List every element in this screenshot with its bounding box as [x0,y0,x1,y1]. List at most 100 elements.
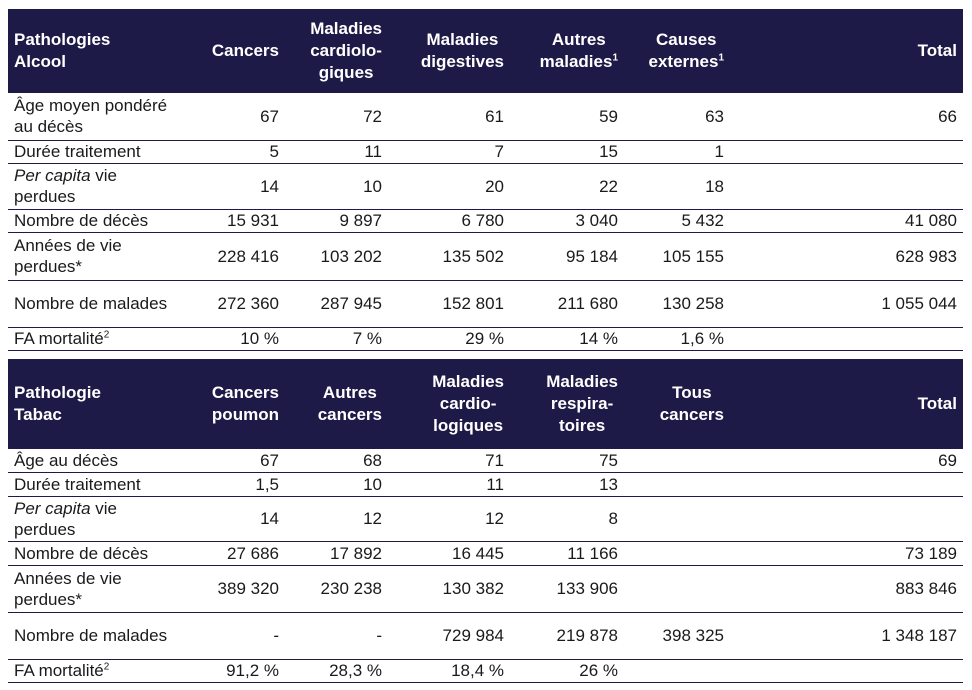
table-cell: 91,2 % [181,659,285,683]
table-cell: 68 [285,449,388,473]
table-cell [730,472,963,497]
table-cell [624,565,730,613]
table-cell: 17 892 [285,541,388,566]
alcool-header-4: Autres maladies1 [510,9,624,93]
table-cell: 272 360 [181,280,285,328]
alcool-header-0: Pathologies Alcool [8,9,181,93]
table-cell: 28,3 % [285,659,388,683]
table-cell: 27 686 [181,541,285,566]
table-cell: 133 906 [510,565,624,613]
alcool-table: Pathologies Alcool Cancers Maladies cardiolo… [8,9,963,351]
table-cell [730,163,963,210]
tabac-header-label: Maladies respira-toires [546,372,618,435]
alcool-header-label: Maladies digestives [420,30,504,71]
alcool-header-label: Pathologies Alcool [14,30,111,71]
table-cell: 15 [510,140,624,164]
row-label-emphasis: Per capita [14,166,91,185]
table-cell: 69 [730,449,963,473]
tabac-header-label: Total [917,394,957,413]
table-row: Nombre de malades - -729 984 219 878 398 325… [8,612,963,660]
table-cell: 729 984 [388,612,510,660]
table-cell: 287 945 [285,280,388,328]
table-row: Nombre de décès 15 931 9 897 6 780 3 040 5 43… [8,209,963,233]
table-cell: 7 [388,140,510,164]
footnote-marker: 1 [612,52,618,64]
table-row: Années de vie perdues* 389 320 230 238 130 … [8,565,963,613]
table-cell: 14 % [510,327,624,351]
tabac-header-label: Autres cancers [317,383,382,424]
table-cell: 3 040 [510,209,624,233]
tabac-table: Pathologie Tabac Cancers poumon Autres cancer… [8,359,963,683]
tabac-header-row: Pathologie Tabac Cancers poumon Autres cancer… [8,359,963,449]
tabac-header-6: Total [730,359,963,449]
row-label: Nombre de décès [8,209,181,233]
table-cell: 41 080 [730,209,963,233]
table-cell: 14 [181,163,285,210]
table-cell: 72 [285,93,388,141]
table-cell: 11 [285,140,388,164]
table-cell: 75 [510,449,624,473]
table-cell: 1 055 044 [730,280,963,328]
table-cell: 10 [285,472,388,497]
table-cell [624,449,730,473]
alcool-header-label: Cancers [211,41,279,60]
row-label: Per capita vie perdues [8,163,181,210]
table-row: Nombre de décès 27 686 17 892 16 445 11 166 7… [8,541,963,566]
table-cell: 12 [388,496,510,542]
table-cell: 12 [285,496,388,542]
row-label: Années de vie perdues* [8,232,181,281]
row-label: Âge au décès [8,449,181,473]
alcool-body: Âge moyen pondéré au décès 67 72 61 59 63 66 Du… [8,93,963,351]
table-cell: 18,4 % [388,659,510,683]
table-cell: 152 801 [388,280,510,328]
table-row: Nombre de malades 272 360 287 945 152 801 21… [8,280,963,328]
table-row: Durée traitement 1,5 10 11 13 [8,472,963,497]
row-label-emphasis: Per capita [14,498,91,518]
row-label: Années de vie perdues* [8,565,181,613]
table-row: Per capita vie perdues 14 12 12 8 [8,496,963,542]
table-cell [730,659,963,683]
table-cell: 13 [510,472,624,497]
table-row: Âge moyen pondéré au décès 67 72 61 59 63 66 [8,93,963,141]
table-cell: 63 [624,93,730,141]
tabac-header-label: Maladies cardio-logiques [432,372,504,435]
alcool-header-row: Pathologies Alcool Cancers Maladies cardiolo… [8,9,963,93]
footnote-marker: 1 [718,52,724,64]
table-cell: - [285,612,388,660]
table-cell: - [181,612,285,660]
table-cell: 66 [730,93,963,141]
table-cell: 29 % [388,327,510,351]
row-label: Âge moyen pondéré au décès [8,93,181,141]
footnote-marker: 2 [103,329,110,341]
footnote-marker: 2 [103,661,110,673]
table-cell [624,472,730,497]
table-cell: 389 320 [181,565,285,613]
table-row: Durée traitement 5 11 7 15 1 [8,140,963,164]
table-cell: 130 382 [388,565,510,613]
alcool-header-2: Maladies cardiolo-giques [285,9,388,93]
table-row: Per capita vie perdues 14 10 20 22 18 [8,163,963,210]
table-cell: 219 878 [510,612,624,660]
table-cell [624,541,730,566]
row-label: Per capita vie perdues [8,496,181,542]
table-cell: 67 [181,449,285,473]
table-cell: 95 184 [510,232,624,281]
alcool-header-6: Total [730,9,963,93]
table-cell: 16 445 [388,541,510,566]
table-cell: 628 983 [730,232,963,281]
table-cell: 883 846 [730,565,963,613]
table-row: Années de vie perdues* 228 416 103 202 135 … [8,232,963,281]
table-cell [730,327,963,351]
table-row: FA mortalité2 91,2 % 28,3 % 18,4 % 26 % [8,659,963,683]
alcool-header-5: Causes externes1 [624,9,730,93]
row-label: Nombre de décès [8,541,181,566]
row-label: Nombre de malades [8,612,181,660]
tabac-header-label: Pathologie Tabac [14,383,101,424]
table-cell: 398 325 [624,612,730,660]
table-cell: 26 % [510,659,624,683]
tabac-header-4: Maladies respira-toires [510,359,624,449]
table-cell [624,496,730,542]
table-cell: 1 [624,140,730,164]
table-cell: 59 [510,93,624,141]
